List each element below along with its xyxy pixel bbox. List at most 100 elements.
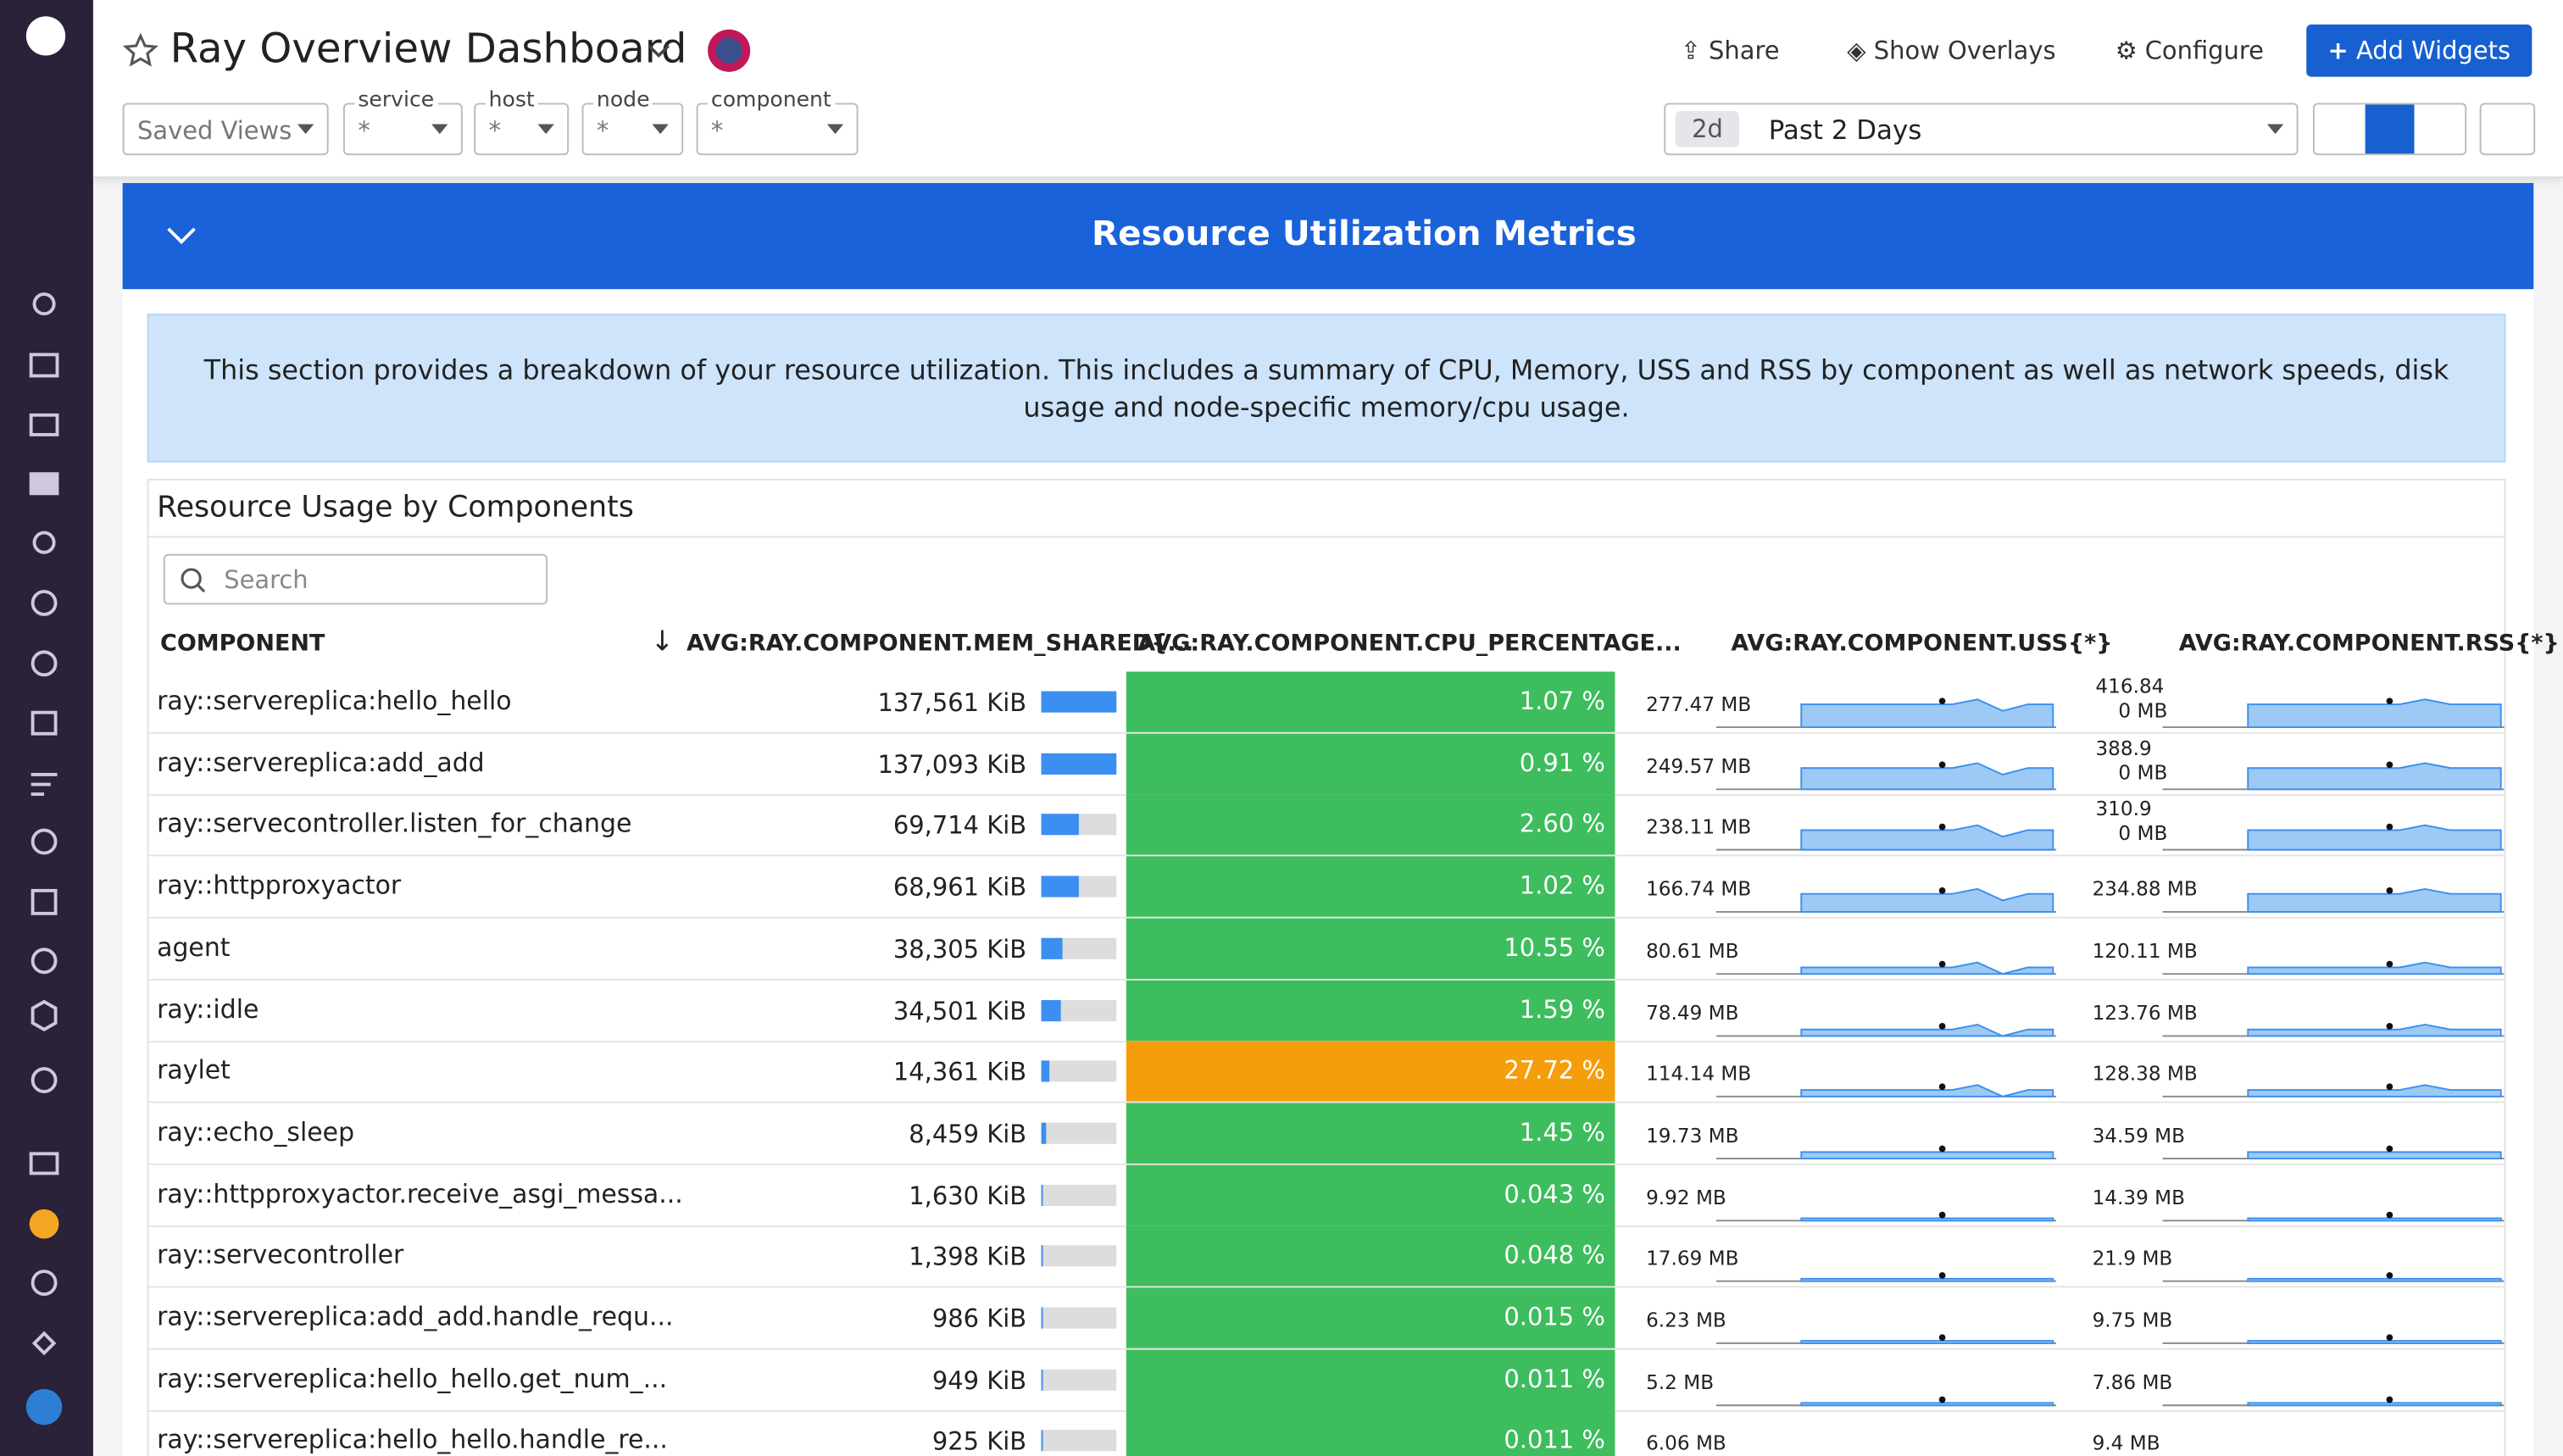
uss-label: 249.57 MB (1646, 754, 1752, 778)
title-caret[interactable] (646, 41, 672, 60)
sparkline (1715, 1272, 2057, 1283)
sparkline-area (2247, 825, 2502, 852)
uss-label: 277.47 MB (1646, 692, 1752, 716)
help-icon (29, 1209, 59, 1239)
filter-label: service (354, 88, 438, 114)
sparkline-area (2247, 961, 2502, 975)
uss-label: 80.61 MB (1646, 939, 1739, 963)
sparkline-dot (1938, 1145, 1946, 1153)
mem-bar (1041, 1245, 1042, 1267)
table-row: ray::httpproxyactor 68,961 KiB 1.02 % 166.7… (147, 856, 2506, 919)
time-label: Past 2 Days (1768, 114, 1922, 146)
table-row: ray::echo_sleep 8,459 KiB 1.45 % 19.73 MB 34… (147, 1103, 2506, 1165)
component-cell: ray::servecontroller (157, 1241, 404, 1270)
rss-label: 34.59 MB (2092, 1124, 2186, 1148)
cpu-cell: 0.043 % (1126, 1164, 1615, 1225)
sort-arrow: ↓ (650, 625, 675, 659)
sparkline-dot (1938, 1272, 1946, 1280)
star-icon[interactable] (122, 32, 158, 69)
mem-bar-track (1041, 999, 1117, 1021)
cpu-cell: 1.45 % (1126, 1103, 1615, 1164)
cpu-cell: 2.60 % (1126, 794, 1615, 856)
rss-label: 388.9 (2095, 736, 2152, 759)
column-header[interactable]: AVG:RAY.COMPONENT.MEM_SHARED{... (686, 631, 1194, 658)
column-header[interactable]: AVG:RAY.COMPONENT.RSS{*} (2178, 631, 2560, 658)
cpu-value: 2.60 % (1519, 809, 1605, 839)
column-header[interactable]: AVG:RAY.COMPONENT.CPU_PERCENTAGE... (1137, 631, 1682, 658)
component-cell: ray::servecontroller.listen_for_change (157, 809, 632, 839)
sparkline (2162, 1083, 2505, 1098)
saved-views-label: Saved Views (136, 115, 292, 146)
mem-bar (1041, 937, 1063, 959)
sparkline (2162, 1396, 2505, 1406)
sparkline-area (1800, 761, 2054, 790)
search-placeholder: Search (224, 565, 309, 595)
saved-views-select[interactable]: Saved Views (122, 103, 329, 156)
sparkline (2162, 1411, 2504, 1456)
mem-bar (1041, 1430, 1042, 1452)
time-picker[interactable]: 2d Past 2 Days (1664, 103, 2299, 156)
uss-label: 78.49 MB (1646, 1001, 1739, 1024)
divider (147, 536, 2506, 538)
uss-label: 114.14 MB (1646, 1062, 1752, 1086)
table-row: ray::servereplica:hello_hello.get_num_..… (147, 1349, 2506, 1412)
rss-label: 0 MB (2118, 760, 2168, 784)
rss-label: 0 MB (2118, 699, 2168, 723)
sparkline (2162, 1210, 2505, 1221)
mem-cell: 38,305 KiB (892, 934, 1027, 964)
sparkline-dot (2386, 1145, 2393, 1153)
filter-label: node (593, 88, 653, 114)
uss-label: 6.06 MB (1646, 1431, 1726, 1455)
search-box[interactable]: Search (163, 553, 548, 605)
table-row: ray::servecontroller 1,398 KiB 0.048 % 17.6… (147, 1225, 2506, 1288)
filter-select[interactable]: node * (581, 88, 684, 156)
cpu-value: 1.07 % (1519, 686, 1605, 716)
uss-label: 19.73 MB (1646, 1124, 1739, 1148)
sparkline-area (2247, 761, 2502, 790)
sparkline (2162, 887, 2505, 914)
configure-button[interactable]: ⚙ Configure (2115, 36, 2264, 66)
mem-bar (1041, 1060, 1049, 1082)
filter-select[interactable]: component * (696, 88, 859, 156)
rss-label: 234.88 MB (2092, 877, 2198, 901)
cpu-value: 1.02 % (1519, 870, 1605, 901)
avatar (25, 1388, 63, 1425)
sparkline-area (1800, 1278, 2054, 1283)
sparkline-dot (2386, 824, 2393, 831)
table-row: ray::idle 34,501 KiB 1.59 % 78.49 MB 123.76 … (147, 979, 2506, 1042)
column-header[interactable]: COMPONENT (159, 631, 325, 658)
configure-label: Configure (2144, 36, 2264, 66)
mem-bar (1041, 691, 1117, 713)
rss-label: 14.39 MB (2092, 1186, 2186, 1209)
column-header[interactable]: AVG:RAY.COMPONENT.USS{*} (1731, 631, 2113, 658)
cpu-cell: 0.91 % (1126, 733, 1615, 794)
sparkline-area (2247, 1216, 2502, 1221)
sparkline (2162, 824, 2505, 852)
sparkline (2162, 960, 2505, 975)
rss-label: 416.84 (2095, 675, 2165, 698)
table-row: agent 38,305 KiB 10.55 % 80.61 MB 120.11 MB (147, 918, 2506, 981)
filter-select[interactable]: service * (342, 88, 463, 156)
sparkline (2162, 760, 2505, 790)
overlays-button[interactable]: ◈ Show Overlays (1847, 36, 2056, 66)
caret (537, 124, 554, 135)
sparkline (1715, 960, 2057, 975)
sparkline-area (1800, 1151, 2054, 1159)
filter-select[interactable]: host * (474, 88, 570, 156)
playback-controls[interactable] (2312, 103, 2467, 156)
section-description: This section provides a breakdown of you… (147, 314, 2506, 463)
add-widgets-button[interactable]: + Add Widgets (2306, 24, 2532, 77)
sparkline-area (1800, 1340, 2054, 1344)
sparkline-area (2247, 698, 2502, 728)
widget-title: Resource Usage by Components (157, 490, 634, 525)
uss-label: 5.2 MB (1646, 1370, 1715, 1394)
mem-bar-track (1041, 1430, 1117, 1452)
mem-bar-track (1041, 875, 1117, 897)
sparkline-dot (1938, 697, 1946, 705)
sparkline-dot (1938, 1334, 1946, 1342)
zoom-out-button[interactable] (2479, 103, 2536, 156)
share-button[interactable]: ⇪ Share (1680, 36, 1780, 66)
mem-bar-track (1041, 937, 1117, 959)
